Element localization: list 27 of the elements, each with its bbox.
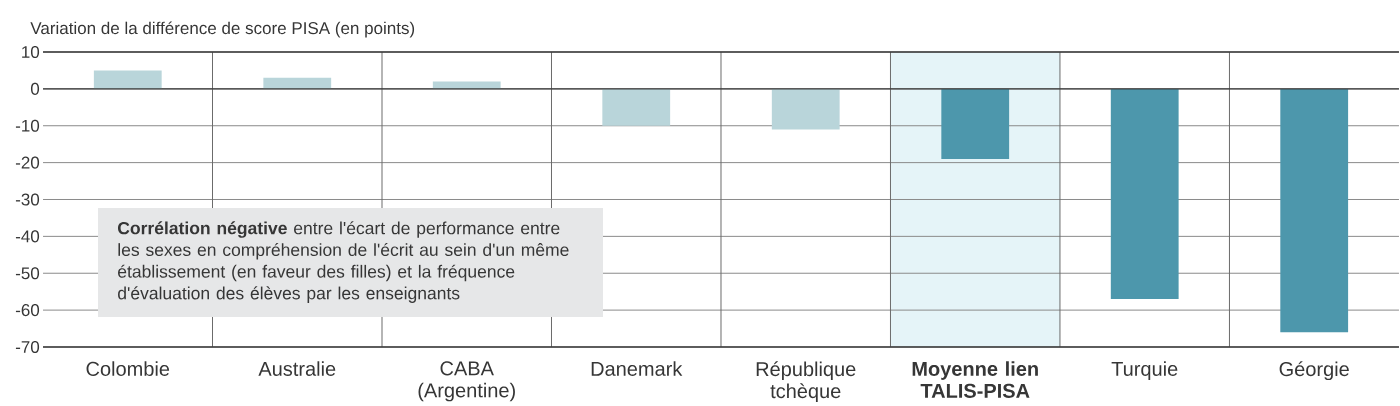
x-tick-label: Danemark [591,361,683,376]
y-tick-label: -50 [15,267,40,280]
bar [941,88,1010,159]
y-tick-label: 0 [30,82,40,95]
bar [263,77,332,89]
bar [1110,88,1179,300]
y-tick-label: -60 [15,304,40,317]
x-tick-label: CABA (Argentine) [418,361,515,402]
y-tick-label: -40 [15,230,40,243]
x-tick-label: Géorgie [1279,361,1349,381]
y-axis-title: Variation de la différence de score PISA (en points) [30,21,415,38]
x-tick-label: Colombie [86,361,170,376]
bar [771,88,840,130]
x-tick-label: Turquie [1111,361,1178,380]
y-tick-label: 10 [22,45,40,59]
y-tick-label: -30 [15,193,40,206]
x-tick-label: République tchèque [756,361,856,403]
y-tick-label: -20 [15,156,40,169]
annotation: Corrélation négative entre l'écart de performance entre les sexes en compréhension de l'écrit au sein d'un même établissement (en faveur des filles) et la fréquence d'évaluation des élèves par les enseignants [118,221,569,303]
bar [602,88,671,126]
x-tick-label: Australie [258,361,336,376]
bar [93,70,162,89]
bar [1280,88,1349,333]
y-tick-label: -70 [15,340,40,354]
y-tick-label: -10 [15,119,40,132]
x-tick-label: Moyenne lien TALIS-PISA [912,361,1038,398]
bar [432,81,501,89]
